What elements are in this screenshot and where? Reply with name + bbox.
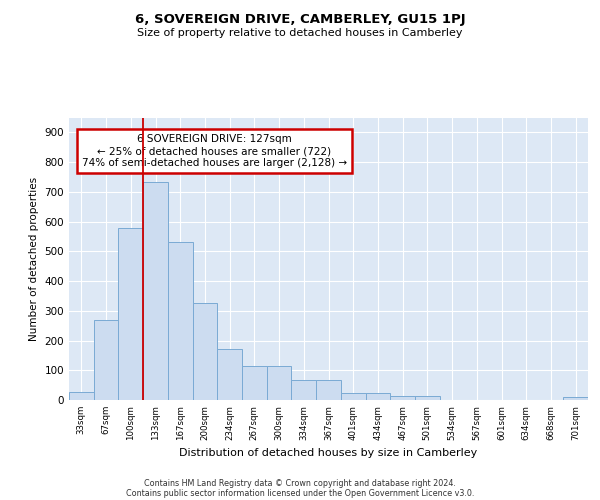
X-axis label: Distribution of detached houses by size in Camberley: Distribution of detached houses by size … bbox=[179, 448, 478, 458]
Bar bbox=[365, 394, 390, 400]
Text: Contains HM Land Registry data © Crown copyright and database right 2024.: Contains HM Land Registry data © Crown c… bbox=[144, 478, 456, 488]
Bar bbox=[217, 350, 242, 400]
Bar bbox=[415, 396, 440, 400]
Bar bbox=[563, 397, 588, 400]
Bar bbox=[292, 380, 316, 400]
Bar bbox=[316, 380, 341, 400]
Bar bbox=[94, 320, 118, 400]
Bar bbox=[143, 182, 168, 400]
Bar bbox=[390, 396, 415, 400]
Text: Size of property relative to detached houses in Camberley: Size of property relative to detached ho… bbox=[137, 28, 463, 38]
Text: 6, SOVEREIGN DRIVE, CAMBERLEY, GU15 1PJ: 6, SOVEREIGN DRIVE, CAMBERLEY, GU15 1PJ bbox=[134, 12, 466, 26]
Bar bbox=[69, 392, 94, 400]
Bar bbox=[267, 366, 292, 400]
Text: Contains public sector information licensed under the Open Government Licence v3: Contains public sector information licen… bbox=[126, 488, 474, 498]
Bar bbox=[118, 228, 143, 400]
Bar bbox=[341, 394, 365, 400]
Bar bbox=[242, 366, 267, 400]
Bar bbox=[193, 303, 217, 400]
Bar bbox=[168, 242, 193, 400]
Text: 6 SOVEREIGN DRIVE: 127sqm
← 25% of detached houses are smaller (722)
74% of semi: 6 SOVEREIGN DRIVE: 127sqm ← 25% of detac… bbox=[82, 134, 347, 168]
Y-axis label: Number of detached properties: Number of detached properties bbox=[29, 176, 39, 341]
